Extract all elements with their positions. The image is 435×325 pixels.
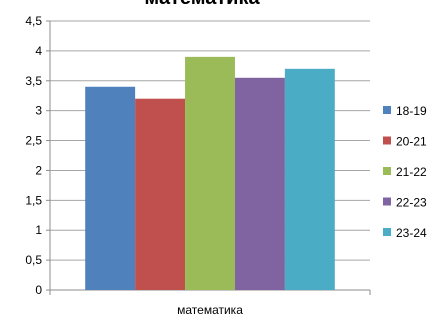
legend-label: 22-23 (396, 196, 427, 210)
y-tick-label: 1,5 (25, 193, 42, 207)
legend-swatch-20-21 (383, 136, 391, 145)
chart-title: математика (144, 0, 260, 9)
legend-label: 23-24 (396, 226, 427, 240)
x-category-label: математика (177, 303, 243, 317)
y-tick-label: 3 (35, 104, 42, 118)
bar-18-19 (85, 86, 136, 290)
x-axis-categories: математика (177, 303, 243, 317)
bar-22-23 (234, 77, 285, 291)
bar-20-21 (135, 98, 186, 290)
legend-label: 20-21 (396, 135, 427, 149)
y-tick-label: 3,5 (25, 74, 42, 88)
legend-swatch-18-19 (383, 106, 391, 114)
y-tick-label: 4 (35, 44, 42, 58)
legend-swatch-21-22 (383, 167, 391, 175)
legend: 18-19 20-21 21-22 22-23 23-24 (383, 104, 427, 240)
bar-21-22 (185, 56, 235, 290)
y-tick-label: 1 (35, 223, 42, 237)
legend-label: 18-19 (396, 104, 427, 118)
y-tick-label: 2 (35, 163, 42, 177)
bar-23-24 (284, 68, 335, 290)
y-tick-label: 0,5 (25, 253, 42, 267)
legend-swatch-23-24 (383, 228, 391, 236)
legend-swatch-22-23 (383, 197, 391, 206)
y-tick-label: 0 (35, 283, 42, 297)
y-tick-label: 4,5 (25, 14, 42, 28)
y-tick-label: 2,5 (25, 134, 42, 148)
legend-label: 21-22 (396, 165, 427, 179)
bars (85, 56, 335, 291)
y-axis-ticks: 0 0,5 1 1,5 2 2,5 3 3,5 4 4,5 (25, 14, 42, 297)
